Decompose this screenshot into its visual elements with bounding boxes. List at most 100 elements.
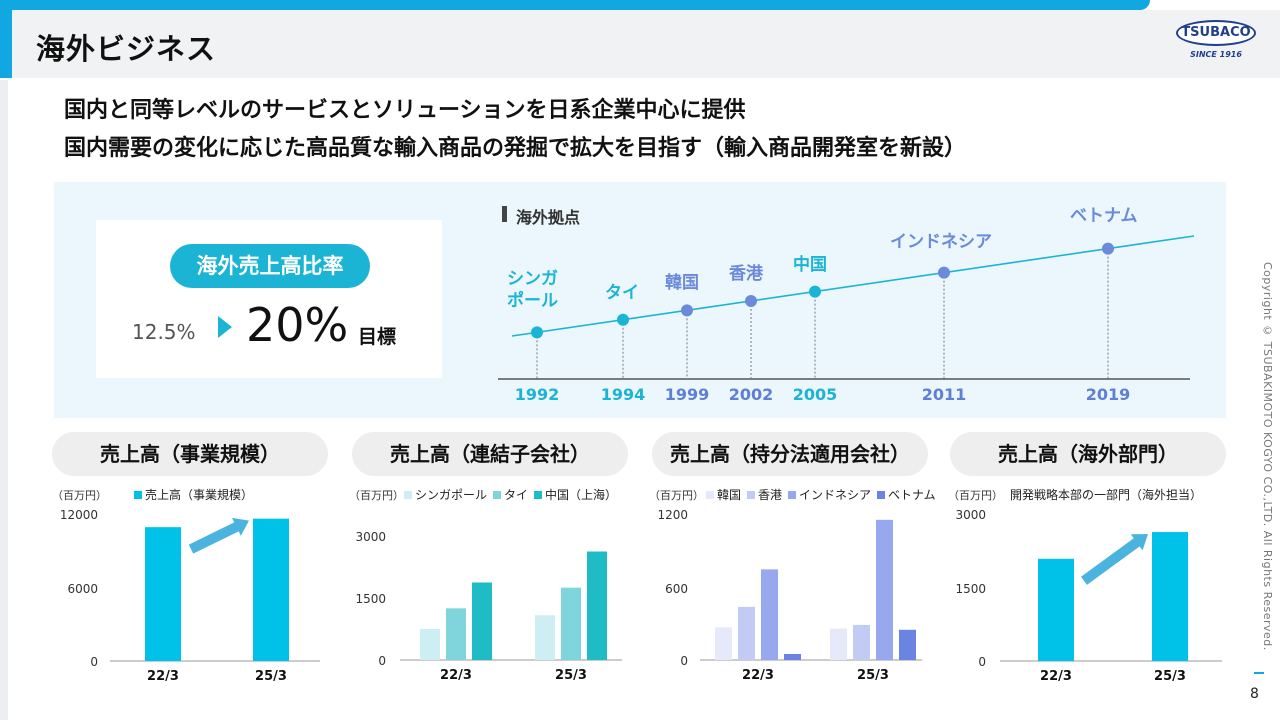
headline-2: 国内需要の変化に応じた高品質な輸入商品の発掘で拡大を目指す（輸入商品開発室を新設… — [64, 136, 967, 161]
base-year-indonesia: 2011 — [921, 385, 967, 404]
legend-label: 中国（上海） — [545, 488, 618, 502]
section-pill-overseas-division: 売上高（海外部門） — [950, 432, 1226, 476]
y-tick-label: 600 — [665, 582, 688, 596]
ratio-pill: 海外売上高比率 — [170, 244, 370, 288]
ratio-target-value: 20% — [246, 298, 349, 352]
bar-22-3-s2 — [761, 569, 778, 660]
copyright: Copyright © TSUBAKIMOTO KOGYO CO.,LTD. A… — [1261, 262, 1274, 651]
y-tick-label: 1500 — [355, 592, 386, 606]
chart-legend: 韓国 香港 インドネシア ベトナム — [700, 486, 936, 503]
legend-label: 韓国 — [717, 488, 742, 502]
base-label-korea: 韓国 — [665, 273, 699, 294]
base-label-thailand: タイ — [605, 282, 639, 303]
growth-arrow-icon — [188, 517, 249, 554]
y-tick-label: 0 — [680, 654, 688, 668]
overseas-ratio-box: 海外売上高比率 12.5% 20% 目標 — [96, 220, 442, 378]
legend-swatch — [877, 491, 886, 499]
base-label-hong-kong: 香港 — [729, 263, 763, 284]
bar-25-3-s0 — [535, 615, 555, 660]
chart-unit-label: （百万円） — [948, 489, 1003, 502]
base-year-thailand: 1994 — [600, 385, 646, 404]
section-pill-consolidated-subsidiaries: 売上高（連結子会社） — [352, 432, 628, 476]
y-tick-label: 6000 — [67, 582, 98, 596]
base-year-hong-kong: 2002 — [728, 385, 774, 404]
header-left-accent — [0, 10, 12, 78]
legend-label: タイ — [504, 488, 529, 502]
legend-label: 売上高（事業規模） — [145, 488, 254, 502]
bar-25-3-s2 — [587, 551, 607, 660]
timeline-point-singapore — [531, 326, 543, 339]
base-label-singapore: シンガ ポール — [507, 269, 558, 312]
header-band — [0, 10, 1280, 78]
bar-25-3-s3 — [899, 629, 916, 660]
legend-swatch — [747, 491, 756, 499]
chart-unit-label: （百万円） — [649, 489, 704, 502]
bar-22-3-s0 — [715, 627, 732, 660]
chart-legend: 開発戦略本部の一部門（海外担当） — [1010, 486, 1202, 503]
bar-25-3-s2 — [876, 519, 893, 660]
y-tick-label: 3000 — [955, 508, 986, 522]
header: 海外ビジネス TSUBACO SINCE 1916 — [0, 0, 1280, 80]
ratio-current: 12.5% — [132, 320, 196, 344]
legend-label: シンガポール — [415, 488, 488, 502]
bar-22-3-s1 — [738, 606, 755, 660]
legend-label: ベトナム — [888, 488, 936, 502]
section-marker-icon — [502, 206, 507, 222]
base-label-indonesia: インドネシア — [890, 231, 992, 252]
timeline-point-thailand — [617, 313, 629, 326]
chart-legend: 売上高（事業規模） — [128, 486, 253, 503]
growth-arrow-icon — [1081, 534, 1148, 585]
y-tick-label: 12000 — [59, 508, 98, 522]
bar-25-3-s0 — [253, 518, 289, 661]
chart-legend: シンガポール タイ 中国（上海） — [398, 486, 617, 503]
page-number: 8 — [1250, 686, 1259, 702]
overseas-bases-title: 海外拠点 — [516, 208, 581, 227]
y-tick-label: 1500 — [955, 582, 986, 596]
x-tick-label: 25/3 — [255, 669, 287, 684]
y-tick-label: 1200 — [657, 508, 688, 522]
chart-unit-label: （百万円） — [349, 489, 404, 502]
logo-since: SINCE 1916 — [1190, 50, 1242, 59]
bar-22-3-s2 — [472, 582, 492, 660]
ratio-target-label: 目標 — [358, 326, 397, 348]
bar-25-3-s0 — [830, 628, 847, 660]
bar-22-3-s0 — [145, 527, 181, 661]
x-tick-label: 22/3 — [742, 668, 774, 683]
section-pill-business-scale: 売上高（事業規模） — [52, 432, 328, 476]
legend-swatch — [134, 491, 142, 499]
bar-22-3-s1 — [446, 608, 466, 660]
x-tick-label: 22/3 — [1040, 669, 1072, 684]
legend-label: インドネシア — [799, 488, 872, 502]
bar-22-3-s0 — [420, 629, 440, 660]
legend-label: 香港 — [758, 488, 783, 502]
base-year-china: 2005 — [792, 385, 838, 404]
base-label-china: 中国 — [793, 254, 827, 275]
base-year-singapore: 1992 — [514, 385, 560, 404]
bar-25-3-s0 — [1152, 532, 1188, 661]
chart-unit-label: （百万円） — [52, 489, 107, 502]
x-tick-label: 25/3 — [857, 668, 889, 683]
y-tick-label: 0 — [978, 655, 986, 669]
page-title: 海外ビジネス — [36, 32, 217, 66]
base-label-vietnam: ベトナム — [1070, 205, 1138, 226]
x-tick-label: 25/3 — [555, 668, 587, 683]
timeline-point-vietnam — [1102, 242, 1114, 255]
header-accent-bar — [0, 0, 1150, 10]
company-logo: TSUBACO SINCE 1916 — [1176, 20, 1256, 64]
y-tick-label: 0 — [378, 654, 386, 668]
legend-label: 開発戦略本部の一部門（海外担当） — [1010, 488, 1203, 502]
timeline-point-china — [809, 285, 821, 298]
y-tick-label: 3000 — [355, 530, 386, 544]
bar-25-3-s1 — [853, 624, 870, 660]
base-year-korea: 1999 — [664, 385, 710, 404]
bar-22-3-s3 — [784, 653, 801, 660]
bar-25-3-s1 — [561, 587, 581, 660]
left-rule — [0, 80, 8, 720]
logo-name: TSUBACO — [1176, 20, 1256, 46]
timeline-point-hong-kong — [745, 294, 757, 307]
